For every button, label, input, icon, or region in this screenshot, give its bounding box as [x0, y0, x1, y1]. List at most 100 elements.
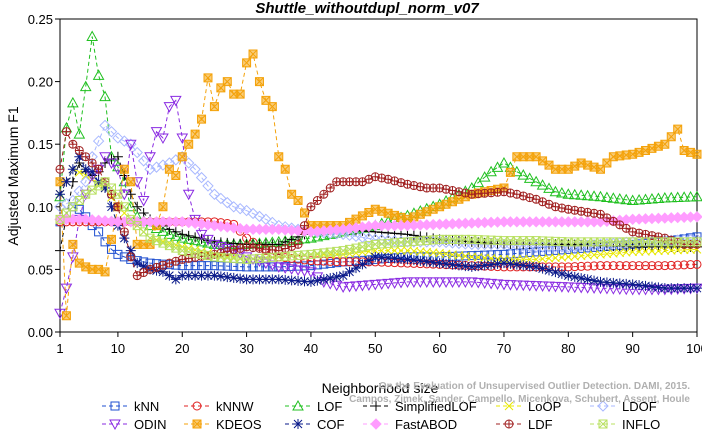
data-point-odin — [137, 196, 150, 207]
legend-label-loop: LoOP — [528, 399, 561, 414]
data-point-knnw — [332, 257, 342, 267]
data-point-kdeos — [184, 139, 194, 149]
data-point-loop — [634, 247, 644, 256]
data-point-ldof — [131, 146, 143, 159]
data-point-cof — [305, 276, 316, 287]
data-point-kdeos — [197, 114, 207, 124]
data-point-odin — [375, 279, 388, 290]
data-point-lof — [182, 233, 195, 244]
data-point-cof — [157, 266, 168, 277]
data-point-ldof — [588, 239, 600, 251]
data-point-cof — [646, 281, 657, 292]
data-point-ldof — [594, 238, 607, 251]
data-point-odin — [427, 277, 440, 288]
data-point-kdeos — [242, 58, 252, 68]
y-axis-label: Adjusted Maximum F1 — [5, 106, 21, 245]
data-point-ldof — [240, 204, 253, 217]
data-point-lof — [157, 225, 169, 236]
data-point-kdeos — [209, 102, 219, 112]
data-point-cof — [428, 257, 439, 268]
legend-marker-fastabod — [370, 418, 382, 430]
data-point-lof — [575, 189, 588, 200]
data-point-odin — [279, 263, 292, 274]
data-point-cof — [286, 275, 297, 286]
data-point-lof — [562, 188, 575, 199]
legend-label-simplifiedlof: SimplifiedLOF — [395, 399, 477, 414]
data-point-cof — [254, 274, 265, 285]
data-point-odin — [202, 234, 214, 246]
y-axis: 0.00 0.05 0.10 0.15 0.20 0.25 — [28, 12, 60, 340]
data-point-ldf — [119, 227, 129, 237]
data-point-ldof — [157, 159, 169, 171]
data-point-odin — [523, 280, 536, 292]
x-tick-label: 100 — [686, 341, 702, 356]
data-point-knnw — [602, 261, 612, 271]
data-point-cof — [357, 259, 368, 270]
data-point-cof — [119, 233, 130, 244]
data-point-ldof — [150, 161, 163, 173]
data-point-knnw — [666, 260, 676, 270]
data-point-ldof — [80, 176, 92, 188]
data-point-lof — [594, 190, 607, 202]
data-point-lof — [549, 185, 562, 197]
data-point-ldof — [67, 194, 79, 207]
data-point-kdeos — [106, 234, 116, 244]
data-point-lof — [671, 191, 684, 203]
data-point-odin — [163, 102, 176, 113]
data-point-odin — [382, 278, 395, 290]
legend-item-knn: kNN — [102, 399, 159, 414]
data-point-cof — [550, 267, 561, 278]
data-point-knn — [306, 261, 316, 271]
data-point-lof — [189, 234, 201, 246]
data-point-kdeos — [248, 49, 258, 59]
data-point-cof — [248, 274, 259, 285]
data-point-lof — [472, 176, 485, 188]
data-point-ldof — [144, 163, 156, 175]
data-point-knn — [106, 244, 116, 254]
data-point-cof — [383, 252, 394, 263]
data-point-lof — [633, 194, 645, 205]
data-point-ldof — [356, 231, 369, 244]
data-point-knn — [113, 249, 123, 259]
data-point-cof — [235, 273, 246, 284]
data-point-ldf — [61, 127, 71, 137]
data-point-cof — [589, 275, 600, 286]
data-point-ldof — [112, 132, 124, 144]
plot-border — [59, 18, 698, 333]
data-point-kdeos — [300, 208, 310, 218]
data-point-ldof — [350, 230, 362, 243]
data-point-loop — [647, 246, 657, 256]
legend-marker-odin — [109, 419, 121, 431]
data-point-lof — [588, 190, 600, 201]
data-point-ldof — [202, 180, 214, 192]
data-point-cof — [408, 255, 419, 266]
data-point-cof — [170, 274, 181, 285]
data-point-cof — [518, 260, 529, 271]
x-tick-label: 90 — [625, 341, 639, 356]
plot-area — [59, 18, 698, 333]
data-point-loop — [660, 246, 670, 255]
legend-marker-knn — [110, 401, 120, 411]
data-point-cof — [653, 282, 664, 293]
data-point-loop — [673, 245, 683, 255]
data-point-odin — [562, 282, 575, 293]
data-point-odin — [292, 265, 304, 276]
data-point-cof — [453, 260, 464, 271]
data-point-lof — [86, 30, 99, 42]
x-axis-label: Neighborhood size — [322, 380, 439, 396]
data-point-knnw — [312, 256, 322, 266]
legend: kNN kNNW LOF SimplifiedLOF LoOP LDOF ODIN KDEOS… — [102, 399, 660, 432]
data-point-loop — [628, 247, 638, 257]
data-point-cof — [563, 270, 574, 281]
data-point-cof — [106, 201, 117, 212]
series-kdeos — [55, 49, 702, 321]
data-point-odin — [189, 214, 201, 226]
legend-item-fastabod: FastABOD — [363, 417, 457, 432]
data-point-kdeos — [235, 89, 245, 99]
data-point-odin — [343, 281, 356, 293]
data-point-cof — [441, 258, 452, 269]
data-point-ldof — [234, 202, 246, 215]
data-point-knn — [197, 261, 207, 271]
data-point-odin — [453, 277, 465, 288]
data-point-cof — [344, 266, 355, 277]
